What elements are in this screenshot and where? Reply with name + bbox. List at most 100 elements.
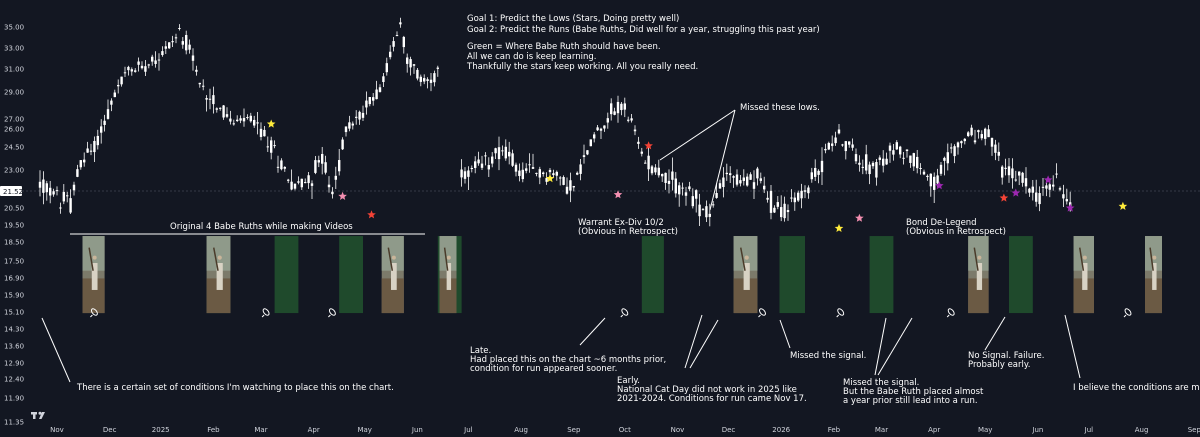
candle	[1021, 171, 1024, 187]
candle	[868, 161, 871, 185]
candle	[474, 156, 477, 174]
babe-ruth-photo	[733, 236, 758, 314]
candle	[372, 93, 375, 106]
rocket-icon	[758, 308, 766, 318]
candle	[545, 172, 548, 185]
candle	[38, 170, 42, 197]
y-tick-label: 12.40	[4, 376, 24, 384]
candle	[229, 110, 232, 125]
candle	[270, 136, 273, 160]
babe-ruth-photo	[381, 236, 404, 314]
candle	[559, 176, 562, 186]
candle	[678, 182, 681, 207]
warrant-retrospect-text: (Obvious in Retrospect)	[578, 227, 678, 237]
green-zone	[339, 236, 363, 314]
candle	[416, 67, 419, 81]
candle	[1052, 175, 1055, 191]
candle	[688, 181, 691, 192]
candle	[426, 77, 429, 89]
candle	[242, 108, 246, 127]
candle	[1038, 186, 1041, 212]
candle	[990, 137, 994, 156]
candle	[157, 53, 161, 71]
early-pointer-1	[684, 314, 703, 369]
candle	[997, 142, 1000, 162]
candle	[681, 182, 684, 196]
candle	[858, 155, 861, 172]
candle	[480, 155, 484, 170]
candle	[106, 99, 110, 120]
candle	[365, 91, 368, 115]
candle	[1031, 180, 1034, 201]
rocket-icon	[946, 308, 955, 318]
green-legend-text: Green = Where Babe Ruth should have been…	[467, 42, 661, 52]
y-tick-label: 11.35	[4, 419, 24, 427]
candle	[280, 158, 283, 171]
missed-signal-2-text-3: a year prior still lead into a run.	[843, 396, 978, 406]
candle	[623, 97, 626, 118]
candle	[222, 104, 225, 120]
candle	[851, 138, 854, 151]
candle	[841, 143, 844, 147]
star-marker	[266, 119, 276, 128]
candle	[538, 166, 541, 185]
current-price-label: 21.52	[0, 186, 23, 196]
candle	[1062, 184, 1065, 207]
candle	[395, 31, 399, 37]
y-tick-label: 24.50	[4, 144, 24, 152]
y-tick-label: 27.00	[4, 116, 24, 124]
candle	[763, 176, 766, 194]
candle	[824, 143, 827, 154]
candle	[202, 79, 205, 91]
candle	[875, 158, 878, 186]
candle	[987, 125, 990, 138]
candle	[905, 149, 909, 158]
candle	[776, 196, 779, 210]
candle	[514, 162, 518, 177]
x-tick-label: Sep	[567, 426, 581, 434]
candle	[885, 152, 888, 165]
candle	[66, 191, 69, 203]
candle	[895, 140, 898, 150]
candle	[467, 166, 470, 191]
star-marker	[1043, 175, 1053, 184]
candle	[137, 57, 140, 72]
y-tick-label: 35.00	[4, 24, 24, 32]
candle	[793, 192, 796, 211]
candle	[123, 66, 127, 77]
candle	[854, 148, 858, 164]
candle	[72, 181, 76, 196]
candle	[610, 98, 613, 121]
candle	[504, 139, 507, 161]
candle	[837, 123, 841, 135]
star-marker	[855, 213, 864, 222]
y-tick-label: 23.00	[4, 167, 24, 175]
candle	[69, 189, 72, 215]
candle	[171, 35, 174, 47]
missed-signal-2-text-2: But the Babe Ruth placed almost	[843, 387, 984, 397]
candles	[38, 17, 1072, 227]
green-zone	[1009, 236, 1033, 314]
candle	[259, 122, 263, 141]
candle	[871, 161, 875, 169]
candle	[511, 149, 514, 168]
candle	[783, 196, 786, 222]
candle	[120, 76, 123, 87]
candle	[939, 161, 943, 176]
y-tick-label: 29.00	[4, 89, 24, 97]
candle	[732, 175, 735, 188]
candle	[528, 153, 531, 173]
candle	[698, 193, 701, 227]
goal-1-text: Goal 1: Predict the Lows (Stars, Doing p…	[467, 14, 679, 24]
current-price-value: 21.52	[3, 188, 23, 196]
candle	[134, 68, 137, 73]
candle	[691, 188, 694, 209]
candle	[276, 155, 280, 173]
x-tick-label: 2026	[772, 426, 790, 434]
x-tick-label: Aug	[514, 426, 528, 434]
candle	[630, 113, 633, 123]
candle	[168, 42, 171, 50]
candle	[650, 165, 654, 176]
